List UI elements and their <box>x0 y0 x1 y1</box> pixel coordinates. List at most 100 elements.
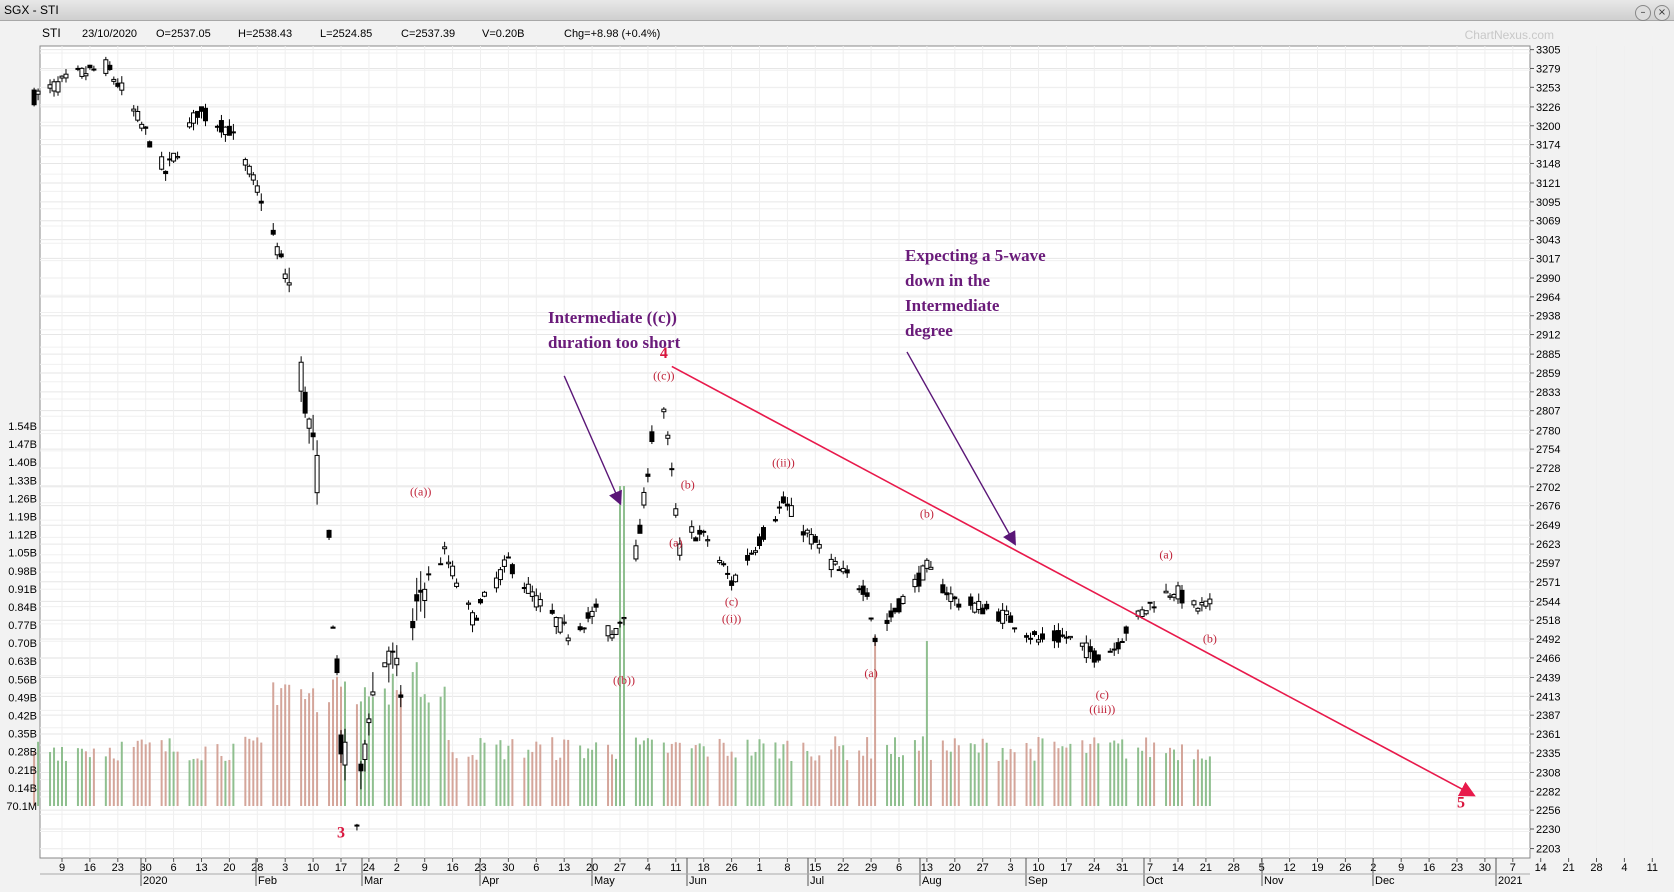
x-tick-label: 9 <box>1398 862 1404 874</box>
y-tick-label: 3174 <box>1536 140 1560 152</box>
candle-body <box>202 107 208 122</box>
candle-body <box>1087 646 1093 653</box>
y-tick-label: 2492 <box>1536 634 1560 646</box>
volume-bar <box>579 745 582 806</box>
candle-body <box>1008 615 1014 623</box>
volume-bar <box>332 679 335 806</box>
volume-bar <box>611 754 614 806</box>
volume-tick-label: 1.33B <box>8 475 37 487</box>
volume-bar <box>774 742 777 806</box>
candle-body <box>645 473 651 477</box>
month-label: Aug <box>922 875 942 887</box>
month-label: Oct <box>1146 875 1163 887</box>
volume-bar <box>196 758 199 806</box>
y-tick-label: 3017 <box>1536 253 1560 265</box>
candle-body <box>836 569 842 572</box>
x-tick-label: 7 <box>1147 862 1153 874</box>
y-tick-label: 3305 <box>1536 45 1560 57</box>
y-tick-label: 3069 <box>1536 216 1560 228</box>
volume-bar <box>108 747 111 806</box>
volume-bar <box>172 751 175 806</box>
y-tick-label: 2728 <box>1536 463 1560 475</box>
candle-body <box>163 170 169 175</box>
volume-bar <box>929 759 932 806</box>
candle-body <box>1207 598 1213 605</box>
candle-body <box>980 607 986 615</box>
wave-label: 3 <box>337 825 345 842</box>
candle-body <box>788 505 794 517</box>
candle-body <box>940 584 946 594</box>
volume-bar <box>76 748 79 806</box>
y-tick-label: 3226 <box>1536 102 1560 114</box>
volume-bar <box>467 756 470 806</box>
x-tick-label: 6 <box>171 862 177 874</box>
volume-bar <box>1204 759 1207 806</box>
volume-bar <box>702 746 705 806</box>
volume-bar <box>559 757 562 806</box>
volume-bar <box>1137 747 1140 806</box>
volume-bar <box>1057 748 1060 806</box>
candle-body <box>840 567 846 573</box>
volume-bar <box>650 739 653 806</box>
candle-body <box>565 637 571 642</box>
volume-bar <box>216 744 219 806</box>
candle-body <box>892 607 898 613</box>
y-tick-label: 2938 <box>1536 311 1560 323</box>
volume-bar <box>1001 747 1004 806</box>
candle-body <box>812 535 818 543</box>
close-button[interactable]: × <box>1654 5 1670 21</box>
volume-bar <box>1125 758 1128 806</box>
volume-bar <box>694 744 697 806</box>
volume-tick-label: 70.1M <box>6 801 37 813</box>
wave-label: (a) <box>669 535 682 549</box>
volume-bar <box>148 742 151 806</box>
candle-body <box>51 81 57 92</box>
volume-bar <box>969 743 972 806</box>
candle-body <box>79 67 85 77</box>
y-tick-label: 2833 <box>1536 387 1560 399</box>
candle-body <box>816 544 822 549</box>
volume-bar <box>858 750 861 806</box>
candle-body <box>1179 589 1185 604</box>
month-label: Apr <box>482 875 499 887</box>
candle-body <box>386 650 392 665</box>
volume-bar <box>838 746 841 806</box>
candle-body <box>115 82 121 87</box>
candle-body <box>976 600 982 610</box>
volume-bar <box>84 751 87 806</box>
candle-body <box>1111 648 1117 651</box>
x-tick-label: 9 <box>422 862 428 874</box>
candle-body <box>557 617 563 633</box>
candle-body <box>254 185 260 193</box>
candle-body <box>613 628 619 635</box>
volume-bar <box>1153 742 1156 806</box>
volume-bar <box>256 737 259 806</box>
volume-bar <box>423 694 426 806</box>
x-tick-label: 13 <box>558 862 570 874</box>
candle-body <box>87 64 93 69</box>
candle-body <box>214 125 220 128</box>
volume-bar <box>316 712 319 806</box>
candle-body <box>808 534 814 545</box>
wave-label: ((ii)) <box>772 456 795 470</box>
volume-bar <box>387 704 390 806</box>
volume-bar <box>391 673 394 806</box>
volume-tick-label: 1.12B <box>8 530 37 542</box>
x-tick-label: 27 <box>614 862 626 874</box>
volume-bar <box>280 688 283 806</box>
volume-bar <box>92 748 95 806</box>
candle-body <box>450 565 456 577</box>
volume-bar <box>1029 748 1032 806</box>
candle-body <box>474 617 480 621</box>
volume-bar <box>539 744 542 806</box>
candle-body <box>509 564 515 575</box>
volume-bar <box>698 743 701 806</box>
volume-bar <box>1200 758 1203 806</box>
candle-body <box>749 552 755 555</box>
volume-bar <box>674 742 677 806</box>
volume-bar <box>642 740 645 806</box>
volume-bar <box>427 702 430 806</box>
minimize-button[interactable]: – <box>1635 5 1651 21</box>
candle-body <box>1191 600 1197 606</box>
